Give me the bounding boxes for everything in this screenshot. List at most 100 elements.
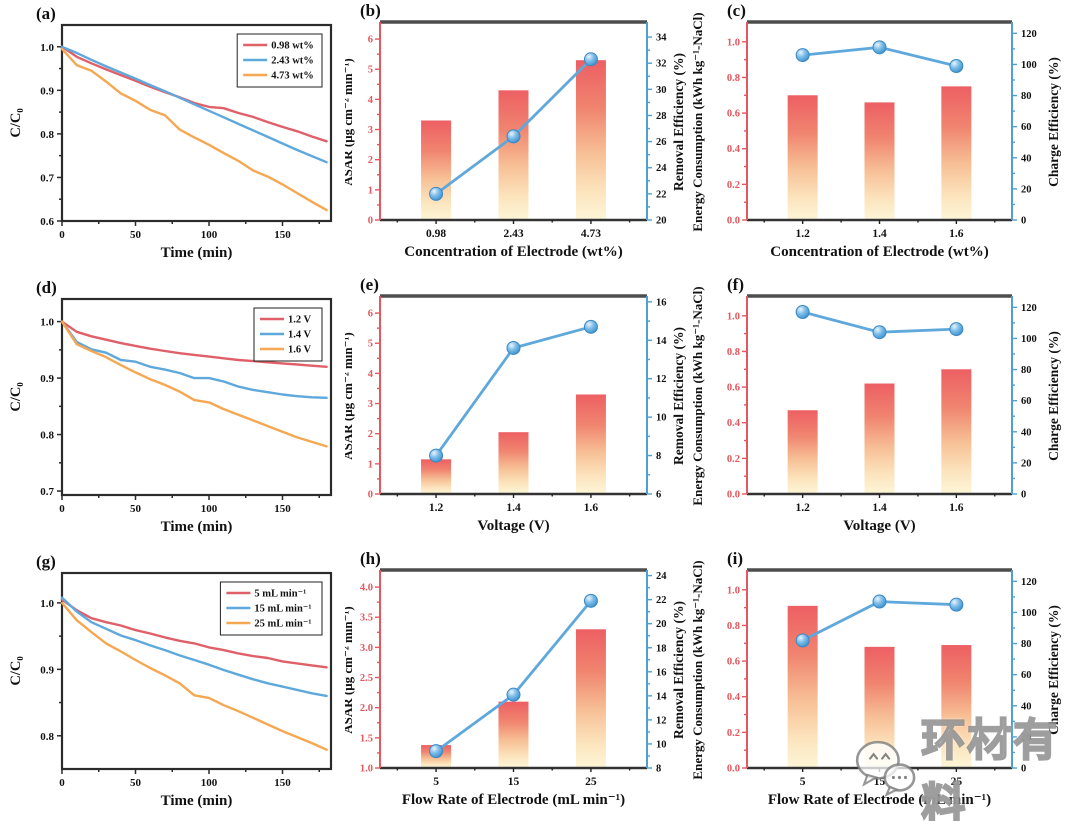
left-tick-label: 0.2: [727, 728, 740, 739]
left-axis-label: Energy Consumption (kWh kg⁻¹-NaCl): [690, 12, 705, 231]
y-axis-label: C/C₀: [8, 382, 24, 412]
panel-letter: (f): [727, 275, 744, 294]
right-tick-label: 6: [656, 490, 661, 501]
y-tick-label: 0.9: [40, 664, 54, 676]
right-tick-label: 8: [656, 764, 661, 775]
axis-ticks: [57, 46, 320, 226]
panel-letter: (a): [36, 4, 56, 23]
bar-1.2: [421, 459, 452, 494]
right-tick-label: 24: [656, 163, 667, 174]
left-tick-label: 1.0: [727, 311, 740, 322]
bar-1.4: [498, 432, 529, 494]
left-tick-label: 0.6: [727, 109, 740, 120]
right-axis-label: Removal Efficiency (%): [671, 53, 686, 191]
efficiency-marker: [949, 597, 964, 612]
chart-c: 0.0 0.2 0.4 0.6 0.8 1.0 0 20 40 60 80 100 120 1.2 1.4 1…: [690, 1, 1061, 260]
efficiency-marker: [506, 129, 521, 144]
left-tick-label: 3.0: [360, 643, 373, 654]
series-line-blue: [60, 596, 328, 698]
panel-letter: (d): [36, 278, 57, 297]
left-tick-label: 0.4: [727, 692, 741, 703]
efficiency-marker: [506, 687, 521, 702]
right-axis-ticks: [1012, 32, 1017, 221]
x-axis-label: Voltage (V): [477, 518, 549, 534]
panel-letter: (b): [360, 1, 381, 20]
legend-label: 1.6 V: [288, 345, 312, 356]
panel-h-asar-removal-vs-flowrate: 1.0 1.5 2.0 2.5 3.0 3.5 4.0 8 10 12 14 16 18 20 22 24 5 1…: [340, 548, 690, 821]
right-tick-label: 16: [656, 297, 667, 308]
x-tick-label: 25: [585, 776, 597, 788]
right-tick-label: 14: [656, 336, 667, 347]
right-axis-ticks: [1012, 306, 1017, 495]
x-tick-label: 1.4: [872, 502, 887, 514]
left-tick-label: 0.2: [727, 454, 740, 465]
left-axis-ticks: [375, 312, 380, 495]
panel-a-decay-vs-concentration: 0.6 0.7 0.8 0.9 1.0 0 50 100 150 C/C₀ Time (min) 0.…: [4, 1, 345, 278]
right-axis-ticks: [647, 36, 652, 221]
right-axis-label: Charge Efficiency (%): [1046, 605, 1061, 735]
bar-1.2: [787, 95, 818, 220]
right-tick-label: 20: [1021, 184, 1032, 195]
x-tick-label: 150: [274, 229, 291, 241]
x-tick-label: 50: [130, 229, 142, 241]
y-tick-label: 0.7: [40, 172, 54, 184]
right-tick-label: 34: [656, 33, 667, 44]
legend-label: 25 mL min⁻¹: [254, 619, 311, 630]
x-tick-label: 2.43: [503, 228, 523, 240]
panel-g-decay-vs-flowrate: 0.8 0.9 1.0 0 50 100 150 C/C₀ Time (min) 5 mL min…: [4, 549, 345, 821]
x-axis-label: Flow Rate of Electrode (mL min⁻¹): [402, 792, 625, 808]
y-tick-label: 0.6: [40, 216, 54, 228]
bar-0.98: [421, 120, 452, 220]
right-tick-label: 28: [656, 111, 667, 122]
right-tick-label: 20: [1021, 458, 1032, 469]
y-axis-label: C/C₀: [8, 108, 24, 138]
right-tick-label: 60: [1021, 670, 1032, 681]
left-tick-label: 1.0: [727, 585, 740, 596]
panel-letter: (e): [360, 275, 379, 294]
y-tick-label: 0.8: [40, 430, 54, 442]
bar-25: [575, 629, 606, 768]
right-tick-label: 20: [1021, 732, 1032, 743]
left-axis-label: ASAR (μg cm⁻² min⁻¹): [345, 332, 355, 459]
left-tick-label: 4: [368, 369, 374, 380]
efficiency-marker: [583, 52, 598, 67]
x-tick-label: 0: [59, 229, 65, 241]
left-tick-label: 3: [368, 399, 373, 410]
left-axis-ticks: [375, 586, 380, 769]
y-tick-label: 1.0: [40, 42, 54, 54]
right-tick-label: 0: [1021, 490, 1026, 501]
panel-letter: (i): [727, 549, 743, 568]
efficiency-marker: [872, 40, 887, 55]
left-axis-label: ASAR (μg cm⁻² min⁻¹): [345, 58, 355, 185]
x-tick-label: 1.6: [584, 502, 599, 514]
legend-label: 4.73 wt%: [271, 71, 314, 82]
x-tick-label: 100: [201, 777, 218, 789]
bar-25: [941, 645, 972, 768]
y-tick-label: 0.9: [40, 373, 54, 385]
right-axis-ticks: [1012, 580, 1017, 769]
left-tick-label: 0.6: [727, 657, 740, 668]
left-tick-label: 1.0: [727, 37, 740, 48]
panel-letter: (c): [727, 1, 746, 20]
left-tick-label: 0.0: [727, 216, 740, 227]
efficiency-marker: [429, 744, 444, 759]
x-tick-label: 1.6: [949, 228, 964, 240]
bar-15: [498, 701, 529, 768]
panel-f-energy-charge-vs-voltage: 0.0 0.2 0.4 0.6 0.8 1.0 0 20 40 60 80 100 120 1.2 1.4 1…: [690, 274, 1080, 552]
efficiency-marker: [506, 340, 521, 355]
right-tick-label: 30: [656, 85, 667, 96]
legend-label: 5 mL min⁻¹: [254, 589, 306, 600]
right-tick-label: 60: [1021, 396, 1032, 407]
legend-label: 1.4 V: [288, 330, 312, 341]
left-tick-label: 1: [368, 459, 373, 470]
left-axis-ticks: [742, 41, 747, 221]
bottom-axis-ticks: [396, 768, 631, 772]
right-tick-label: 22: [656, 595, 667, 606]
x-axis-label: Concentration of Electrode (wt%): [770, 244, 988, 260]
x-axis-label: Time (min): [161, 245, 233, 261]
legend-label: 1.2 V: [288, 315, 312, 326]
right-tick-label: 10: [656, 739, 667, 750]
left-tick-label: 2.5: [360, 673, 373, 684]
left-tick-label: 0.2: [727, 180, 740, 191]
left-tick-label: 3.5: [360, 613, 373, 624]
